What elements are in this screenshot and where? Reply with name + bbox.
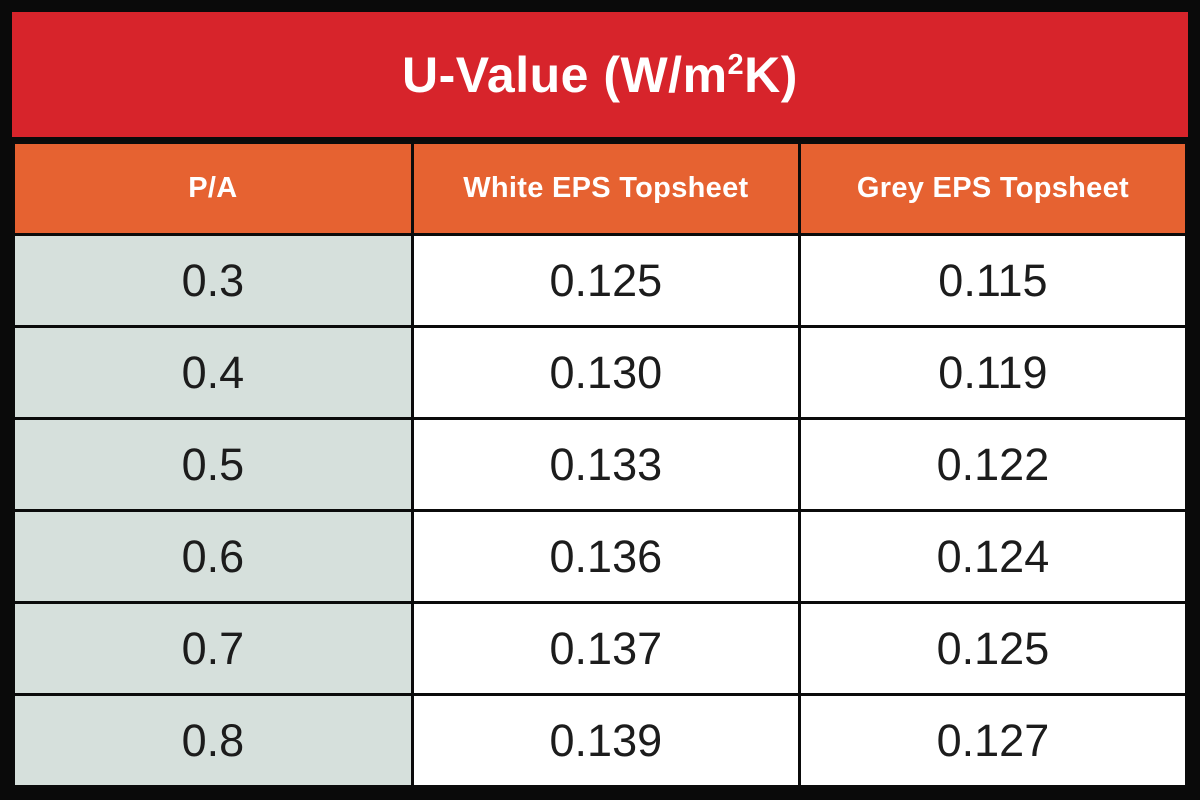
table-row: 0.4 0.130 0.119 [12,325,1189,420]
cell-grey-eps: 0.125 [797,601,1189,696]
table-row: 0.5 0.133 0.122 [12,417,1189,512]
title-banner: U-Value (W/m2K) [12,12,1188,137]
cell-white-eps: 0.137 [410,601,801,696]
cell-white-eps: 0.133 [410,417,801,512]
column-header-white-eps: White EPS Topsheet [410,141,801,236]
cell-white-eps: 0.136 [410,509,801,604]
cell-pa: 0.8 [12,693,414,788]
cell-grey-eps: 0.127 [797,693,1189,788]
cell-white-eps: 0.139 [410,693,801,788]
column-header-grey-eps: Grey EPS Topsheet [797,141,1189,236]
title-superscript: 2 [727,48,745,81]
table-row: 0.8 0.139 0.127 [12,693,1189,788]
cell-grey-eps: 0.115 [797,233,1189,328]
cell-pa: 0.7 [12,601,414,696]
cell-white-eps: 0.130 [410,325,801,420]
page-title: U-Value (W/m2K) [402,50,798,100]
table-header-row: P/A White EPS Topsheet Grey EPS Topsheet [12,141,1189,236]
cell-grey-eps: 0.122 [797,417,1189,512]
table-row: 0.7 0.137 0.125 [12,601,1189,696]
cell-grey-eps: 0.124 [797,509,1189,604]
cell-pa: 0.3 [12,233,414,328]
uvalue-table: P/A White EPS Topsheet Grey EPS Topsheet… [12,141,1189,788]
column-header-pa: P/A [12,141,414,236]
cell-pa: 0.4 [12,325,414,420]
cell-white-eps: 0.125 [410,233,801,328]
table-row: 0.6 0.136 0.124 [12,509,1189,604]
title-suffix: K) [744,46,798,103]
cell-pa: 0.5 [12,417,414,512]
cell-pa: 0.6 [12,509,414,604]
table-row: 0.3 0.125 0.115 [12,233,1189,328]
title-prefix: U-Value (W/m [402,46,728,103]
cell-grey-eps: 0.119 [797,325,1189,420]
